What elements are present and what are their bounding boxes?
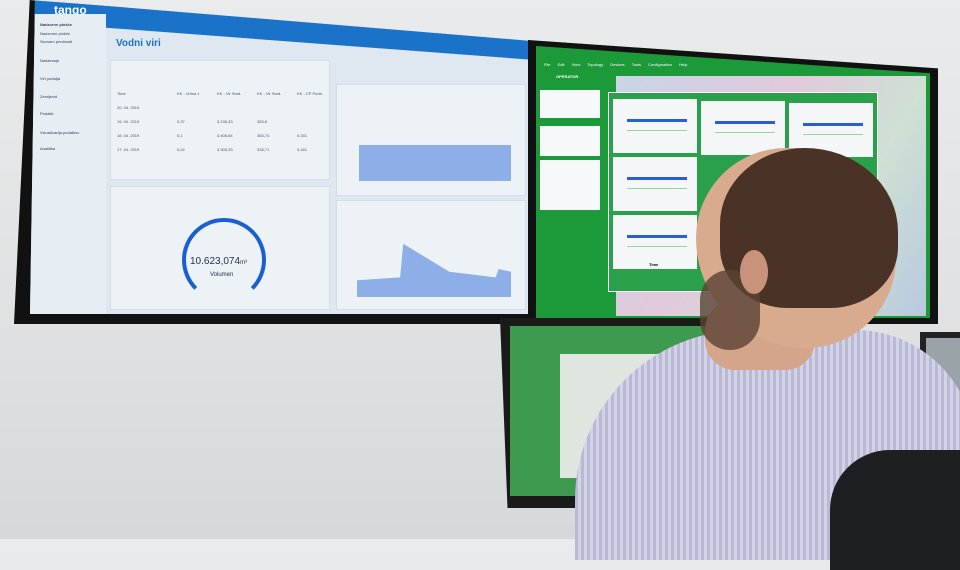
table-cell: 0,02: [177, 147, 185, 152]
gauge-label: Volumen: [210, 272, 234, 278]
table-cell: 0,161: [297, 147, 308, 152]
gauge-value: 10.623,074m³: [190, 256, 248, 267]
column-header: KK - CP Podb.: [297, 91, 323, 96]
trend-plot: [613, 99, 697, 153]
menu-item[interactable]: Devices: [610, 62, 625, 67]
app-name: OPERATOR: [556, 74, 579, 79]
volume-gauge: [182, 218, 266, 302]
table-cell: 17. 04. 2019: [117, 147, 140, 152]
table-cell: 0,151: [297, 133, 308, 138]
menu-item[interactable]: Tools: [631, 62, 642, 67]
menu-item[interactable]: Help: [679, 62, 688, 67]
sidebar-item[interactable]: Viri podatja: [40, 76, 60, 81]
table-cell: 3.135,33: [217, 119, 233, 124]
column-header: KK - Vir Sred.: [217, 91, 242, 96]
list-panel[interactable]: [540, 90, 600, 118]
menu-item[interactable]: Configuration: [648, 62, 672, 67]
sidebar-item[interactable]: Analitika: [40, 146, 56, 151]
menu-item[interactable]: View: [571, 62, 581, 67]
menu-item[interactable]: Edit: [557, 62, 565, 67]
office-chair: [830, 450, 960, 570]
sidebar-item[interactable]: Nadziranje: [40, 58, 60, 63]
sidebar-item[interactable]: Zemljevid: [40, 94, 58, 99]
bar-chart-area: [359, 145, 511, 181]
table-cell: 18. 04. 2019: [117, 133, 140, 138]
sidebar-item[interactable]: Vizualizacija podatkov: [40, 130, 80, 135]
list-panel[interactable]: [540, 126, 600, 156]
table-cell: 19. 04. 2019: [117, 119, 140, 124]
person-ear: [740, 250, 768, 294]
region-map-thumbnail: [540, 160, 600, 210]
left-screen-dashboard: tango Nadzorne plošče Nadzorne plošče Se…: [30, 0, 530, 314]
column-header: KK - Vir Sred.: [257, 91, 282, 96]
table-cell: 0,37: [177, 119, 185, 124]
trend-plot: [701, 101, 785, 155]
column-header: KK - Vrtina 1: [177, 91, 200, 96]
sidebar-item[interactable]: Nadzorne plošče: [40, 31, 71, 36]
menu-item[interactable]: File: [544, 62, 551, 67]
area-chart-panel: [336, 200, 526, 310]
data-table: Time KK - Vrtina 1 KK - Vir Sred. KK - V…: [110, 60, 330, 180]
menu-item[interactable]: Topology: [587, 62, 604, 67]
sidebar-item[interactable]: Seznam prednosti: [40, 39, 73, 44]
trend-plot: Time: [613, 215, 697, 269]
trend-plot: [613, 157, 697, 211]
area-chart-area: [357, 243, 511, 297]
table-cell: 338,71: [257, 147, 270, 152]
table-cell: 355,6: [257, 119, 268, 124]
table-cell: 3.408,84: [217, 133, 233, 138]
sidebar-item[interactable]: Podatki: [40, 111, 54, 116]
bar-chart-panel: [336, 84, 526, 196]
app-logo: tango: [54, 3, 87, 17]
page-title: Vodni viri: [116, 38, 161, 49]
table-cell: 355,74: [257, 133, 270, 138]
sidebar: Nadzorne plošče Nadzorne plošče Seznam p…: [30, 14, 106, 314]
column-header[interactable]: Time: [117, 91, 126, 96]
sidebar-item[interactable]: Nadzorne plošče: [40, 22, 73, 27]
table-cell: 0,1: [177, 133, 183, 138]
table-cell: 3.305,33: [217, 147, 233, 152]
menu-bar: File Edit View Topology Devices Tools Co…: [544, 62, 693, 67]
table-cell: 20. 04. 2019: [117, 105, 140, 110]
